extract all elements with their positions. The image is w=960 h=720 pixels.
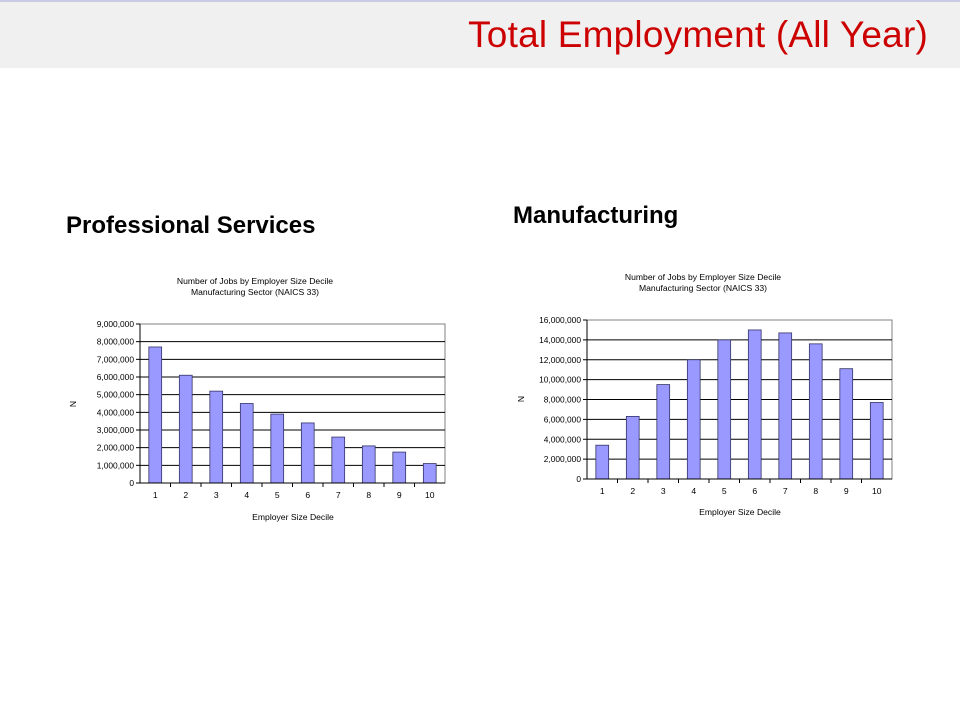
bar-decile-8 bbox=[361, 445, 376, 484]
bar-decile-3 bbox=[656, 384, 671, 480]
x-tick-label: 9 bbox=[397, 490, 402, 500]
section-heading-manufacturing: Manufacturing bbox=[513, 202, 679, 229]
bar-decile-10 bbox=[422, 463, 437, 484]
y-tick-label: 16,000,000 bbox=[539, 315, 581, 325]
x-tick-label: 9 bbox=[844, 486, 849, 496]
bar-decile-5 bbox=[270, 413, 285, 484]
y-tick-label: 2,000,000 bbox=[544, 454, 582, 464]
x-tick-label: 7 bbox=[783, 486, 788, 496]
x-tick-label: 10 bbox=[425, 490, 435, 500]
header-topline bbox=[0, 0, 960, 2]
x-tick-label: 4 bbox=[691, 486, 696, 496]
y-tick-label: 8,000,000 bbox=[544, 395, 582, 405]
y-tick-label: 0 bbox=[129, 478, 134, 488]
chart-subtitle: Manufacturing Sector (NAICS 33) bbox=[191, 287, 319, 297]
x-tick-label: 3 bbox=[661, 486, 666, 496]
x-tick-label: 10 bbox=[872, 486, 882, 496]
bar-decile-7 bbox=[778, 332, 793, 480]
y-tick-label: 5,000,000 bbox=[97, 390, 135, 400]
bar-decile-4 bbox=[686, 359, 701, 480]
y-tick-label: 8,000,000 bbox=[97, 337, 135, 347]
y-tick-label: 6,000,000 bbox=[544, 414, 582, 424]
plot-area: 0 1,000,000 2,000,000 3,000,000 4,000,000 5,0… bbox=[97, 319, 446, 500]
chart-title: Number of Jobs by Employer Size Decile bbox=[625, 272, 781, 282]
bar-decile-2 bbox=[625, 415, 640, 480]
y-tick-label: 6,000,000 bbox=[97, 372, 135, 382]
y-tick-label: 3,000,000 bbox=[97, 425, 135, 435]
y-axis-label: N bbox=[516, 396, 526, 402]
bar-decile-3 bbox=[209, 390, 224, 484]
slide-title: Total Employment (All Year) bbox=[468, 14, 928, 55]
x-tick-label: 1 bbox=[153, 490, 158, 500]
bar-decile-7 bbox=[331, 436, 346, 484]
y-tick-label: 1,000,000 bbox=[97, 460, 135, 470]
y-axis-label: N bbox=[68, 401, 78, 407]
x-tick-label: 6 bbox=[305, 490, 310, 500]
x-tick-label: 2 bbox=[630, 486, 635, 496]
bar-decile-6 bbox=[747, 329, 762, 480]
chart-subtitle: Manufacturing Sector (NAICS 33) bbox=[639, 283, 767, 293]
bar-decile-2 bbox=[178, 374, 193, 484]
bar-decile-8 bbox=[808, 343, 823, 480]
bar-decile-5 bbox=[717, 339, 732, 480]
y-tick-label: 4,000,000 bbox=[544, 434, 582, 444]
x-tick-label: 5 bbox=[722, 486, 727, 496]
y-tick-label: 4,000,000 bbox=[97, 407, 135, 417]
bar-decile-10 bbox=[869, 402, 884, 480]
bar-decile-1 bbox=[595, 444, 610, 480]
x-tick-label: 1 bbox=[600, 486, 605, 496]
x-tick-label: 5 bbox=[275, 490, 280, 500]
bar-decile-1 bbox=[148, 346, 163, 484]
x-tick-label: 4 bbox=[244, 490, 249, 500]
y-tick-label: 14,000,000 bbox=[539, 335, 581, 345]
y-tick-label: 12,000,000 bbox=[539, 355, 581, 365]
chart-title: Number of Jobs by Employer Size Decile bbox=[177, 276, 333, 286]
y-tick-label: 0 bbox=[576, 474, 581, 484]
x-axis-label: Employer Size Decile bbox=[699, 507, 781, 517]
bar-decile-6 bbox=[300, 422, 315, 484]
x-tick-label: 3 bbox=[214, 490, 219, 500]
y-tick-label: 9,000,000 bbox=[97, 319, 135, 329]
header-band bbox=[0, 0, 960, 68]
x-tick-label: 8 bbox=[366, 490, 371, 500]
x-tick-label: 6 bbox=[752, 486, 757, 496]
y-tick-label: 2,000,000 bbox=[97, 443, 135, 453]
bar-decile-9 bbox=[839, 368, 854, 480]
bar-decile-9 bbox=[392, 451, 407, 484]
plot-area: 0 2,000,000 4,000,000 6,000,000 8,000,000 10,… bbox=[539, 315, 893, 496]
y-tick-label: 10,000,000 bbox=[539, 375, 581, 385]
x-tick-label: 2 bbox=[183, 490, 188, 500]
x-tick-label: 7 bbox=[336, 490, 341, 500]
bar-decile-4 bbox=[239, 403, 254, 484]
y-tick-label: 7,000,000 bbox=[97, 354, 135, 364]
chart-professional-services: Number of Jobs by Employer Size Decile M… bbox=[68, 276, 446, 522]
section-heading-professional-services: Professional Services bbox=[66, 212, 316, 239]
x-axis-label: Employer Size Decile bbox=[252, 512, 334, 522]
chart-manufacturing: Number of Jobs by Employer Size Decile M… bbox=[516, 272, 893, 517]
x-tick-label: 8 bbox=[813, 486, 818, 496]
